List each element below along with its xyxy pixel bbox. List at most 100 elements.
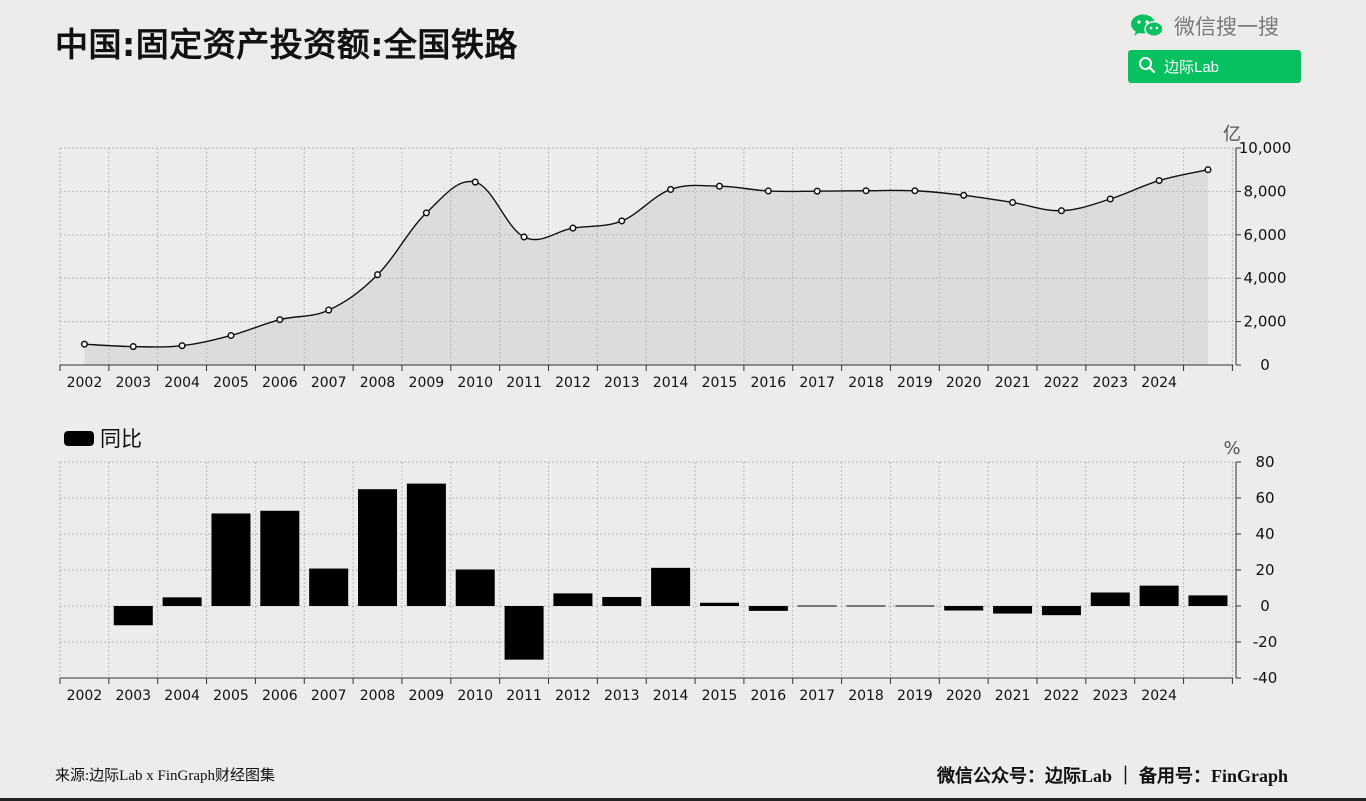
top-xtick-label: 2008 <box>360 375 396 391</box>
investment-point-2010 <box>471 178 479 186</box>
top-xtick-label: 2016 <box>751 375 787 391</box>
investment-point-2021 <box>1009 198 1017 207</box>
wechat-search-brand[interactable]: 微信搜一搜 <box>1130 10 1310 42</box>
yoy-bar-2015 <box>699 602 739 606</box>
yoy-bar-2012 <box>553 593 593 606</box>
wechat-icon <box>1130 13 1164 39</box>
bottom-xtick-label: 2004 <box>164 688 200 704</box>
investment-point-2013 <box>618 217 626 225</box>
bottom-xtick-label: 2008 <box>360 688 396 704</box>
bottom-xtick-label: 2002 <box>67 688 103 704</box>
bottom-unit-label: % <box>1223 438 1240 459</box>
bottom-xtick-label: 2023 <box>1092 688 1128 704</box>
bottom-xtick-label: 2014 <box>653 688 689 704</box>
investment-point-2023 <box>1106 195 1114 203</box>
yoy-bar-2010 <box>455 569 495 606</box>
top-xtick-label: 2006 <box>262 375 298 391</box>
yoy-bar-2005 <box>211 513 251 606</box>
yoy-bar-2018 <box>846 605 886 607</box>
investment-point-2022 <box>1057 207 1065 215</box>
source-note: 来源:边际Lab x FinGraph财经图集 <box>55 768 275 784</box>
bottom-xtick-label: 2015 <box>702 688 738 704</box>
top-xtick-label: 2014 <box>653 375 689 391</box>
top-xtick-label: 2002 <box>67 375 103 391</box>
bottom-xtick-label: 2017 <box>799 688 835 704</box>
bottom-xtick-label: 2010 <box>457 688 493 704</box>
bottom-xtick-label: 2018 <box>848 688 884 704</box>
top-xtick-label: 2009 <box>409 375 445 391</box>
investment-point-2009 <box>422 209 430 217</box>
yoy-bar-2004 <box>162 597 202 606</box>
investment-point-2007 <box>325 306 333 314</box>
bottom-ytick-label: 40 <box>1255 525 1274 543</box>
yoy-bar-2011 <box>504 606 544 660</box>
yoy-bar-2022 <box>1041 606 1081 616</box>
yoy-bar-2006 <box>260 510 300 606</box>
bottom-xtick-label: 2005 <box>213 688 249 704</box>
top-unit-label: 亿 <box>1223 124 1241 145</box>
bottom-ytick-label: 60 <box>1255 489 1274 507</box>
top-xtick-label: 2017 <box>799 375 835 391</box>
bottom-ytick-label: 80 <box>1255 453 1274 471</box>
yoy-bar-2013 <box>602 597 642 606</box>
investment-point-2025 <box>1204 166 1212 174</box>
top-xtick-label: 2012 <box>555 375 591 391</box>
search-button[interactable]: 边际Lab <box>1128 50 1301 83</box>
bottom-ytick-label: -40 <box>1253 669 1278 687</box>
bottom-ytick-label: 0 <box>1260 597 1270 615</box>
top-gridlines <box>59 147 1241 366</box>
top-xtick-label: 2004 <box>164 375 200 391</box>
yoy-bar-2023 <box>1090 592 1130 606</box>
investment-point-2018 <box>862 187 870 195</box>
yoy-bar-2020 <box>944 606 984 611</box>
investment-point-2005 <box>227 331 235 340</box>
top-ytick-label: 4,000 <box>1244 269 1287 287</box>
yoy-bar-2008 <box>358 489 398 606</box>
top-xtick-label: 2015 <box>702 375 738 391</box>
yoy-bar-2019 <box>895 605 935 607</box>
yoy-bar-2024 <box>1139 585 1179 606</box>
search-brand-label: 微信搜一搜 <box>1174 15 1279 39</box>
investment-point-2011 <box>520 233 528 241</box>
top-xtick-label: 2019 <box>897 375 933 391</box>
top-ytick-label: 2,000 <box>1244 313 1287 331</box>
top-xtick-label: 2011 <box>506 375 542 391</box>
bottom-xtick-label: 2016 <box>751 688 787 704</box>
investment-point-2004 <box>178 342 186 350</box>
bottom-xtick-label: 2024 <box>1141 688 1177 704</box>
yoy-bar-2016 <box>748 606 788 611</box>
top-xtick-label: 2018 <box>848 375 884 391</box>
bottom-xtick-label: 2020 <box>946 688 982 704</box>
top-xtick-label: 2023 <box>1092 375 1128 391</box>
top-ytick-label: 10,000 <box>1239 139 1292 157</box>
bottom-xtick-label: 2012 <box>555 688 591 704</box>
investment-point-2017 <box>813 187 821 195</box>
bottom-xtick-label: 2007 <box>311 688 347 704</box>
search-icon <box>1138 56 1156 78</box>
bottom-xtick-label: 2006 <box>262 688 298 704</box>
investment-point-2016 <box>764 187 772 195</box>
bottom-xtick-label: 2009 <box>409 688 445 704</box>
top-xtick-label: 2020 <box>946 375 982 391</box>
legend-swatch <box>64 431 94 446</box>
investment-point-2008 <box>373 271 382 279</box>
bottom-xtick-label: 2022 <box>1044 688 1080 704</box>
yoy-bar-2007 <box>309 568 349 606</box>
yoy-bar-2017 <box>797 605 837 607</box>
investment-area-fill <box>84 169 1208 365</box>
bottom-xtick-label: 2003 <box>115 688 151 704</box>
investment-point-2019 <box>911 187 919 195</box>
investment-point-2014 <box>667 185 675 193</box>
yoy-bar-2025 <box>1188 595 1228 606</box>
top-xtick-label: 2003 <box>115 375 151 391</box>
top-ytick-label: 8,000 <box>1244 182 1287 200</box>
page-title: 中国:固定资产投资额:全国铁路 <box>55 25 518 64</box>
bottom-xtick-label: 2019 <box>897 688 933 704</box>
bottom-ytick-label: 20 <box>1255 561 1274 579</box>
yoy-bar-2021 <box>993 606 1033 614</box>
investment-point-2006 <box>276 316 284 324</box>
investment-point-2020 <box>960 191 968 199</box>
top-xtick-label: 2005 <box>213 375 249 391</box>
investment-point-2024 <box>1155 177 1163 185</box>
investment-point-2003 <box>129 343 137 351</box>
